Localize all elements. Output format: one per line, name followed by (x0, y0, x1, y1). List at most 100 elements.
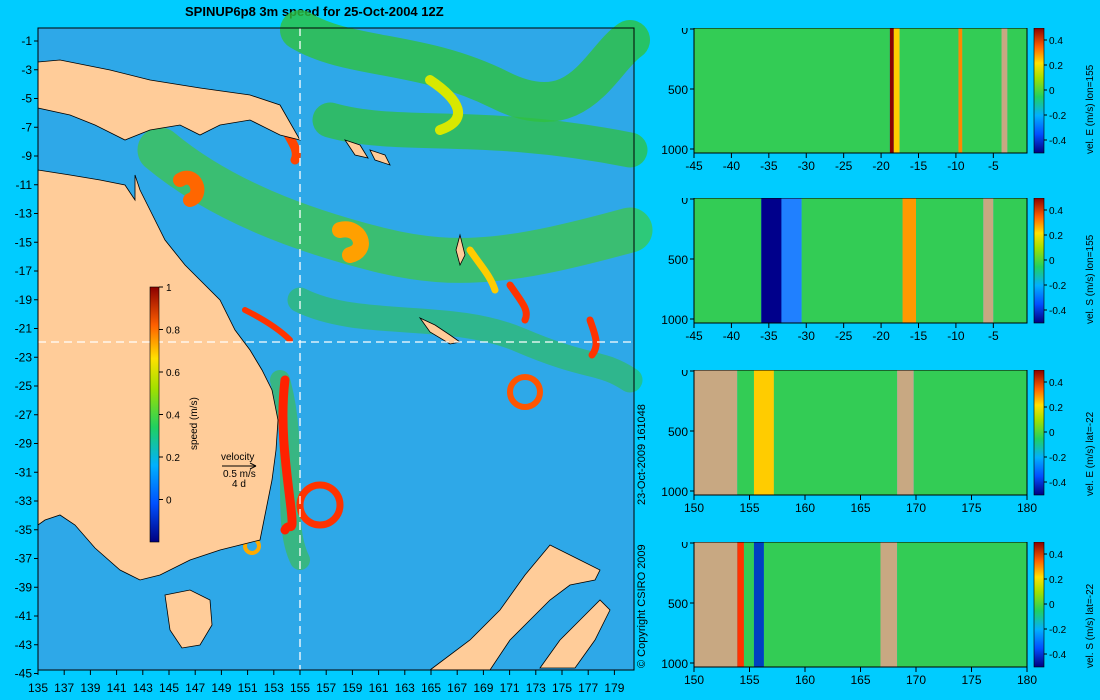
lat-tick-label: -29 (15, 437, 33, 451)
lon-tick-label: 179 (604, 681, 624, 695)
colorbar-tick-label: 0 (166, 496, 172, 507)
section-frame (693, 198, 1028, 324)
depth-tick-label: 0 (681, 198, 688, 207)
depth-tick-label: 1000 (661, 143, 688, 157)
lon-tick-label: 153 (264, 681, 284, 695)
lat-tick-label: -13 (15, 207, 33, 221)
section-cb-tick-label: -0.2 (1049, 453, 1067, 464)
eddy-marker (296, 481, 344, 529)
lon-tick-label: 165 (421, 681, 441, 695)
map-frame (37, 27, 635, 671)
section-field-band (737, 542, 744, 667)
velocity-key-duration: 4 d (232, 479, 246, 490)
section-cb-tick-label: -0.2 (1049, 111, 1067, 122)
lon-axis: 135 137 139 141 143 145 147 149 151 153 155 157 159 1… (28, 670, 625, 695)
section-label: vel. E (m/s) lat=-22 (1085, 411, 1096, 496)
lon-tick-label: 137 (54, 681, 74, 695)
section-label: vel. E (m/s) lon=155 (1085, 64, 1096, 154)
timestamp-note: 23-Oct-2009 161048 (636, 404, 648, 505)
section-frame (693, 28, 1028, 154)
section-field-band (889, 28, 894, 153)
depth-tick-label: 1000 (661, 657, 688, 671)
colorbar-tick-label: 1 (166, 283, 172, 294)
section-field-band (893, 28, 900, 153)
lat-tick-label: -5 (21, 92, 32, 106)
x-tick-label: -35 (760, 159, 778, 173)
x-tick-label: 165 (850, 673, 870, 687)
x-tick-label: 160 (795, 673, 815, 687)
lon-tick-label: 163 (395, 681, 415, 695)
lon-tick-label: 151 (238, 681, 258, 695)
section-field-band (897, 542, 1027, 667)
depth-tick-label: 0 (681, 542, 688, 551)
lat-tick-label: -25 (15, 379, 33, 393)
colorbar-tick-label: 0.6 (166, 368, 180, 379)
copyright-note: © Copyright CSIRO 2009 (636, 544, 648, 668)
depth-tick-label: 1000 (661, 485, 688, 499)
x-tick-label: 150 (684, 673, 704, 687)
lat-tick-label: -37 (15, 552, 33, 566)
section-field-band (694, 28, 890, 153)
depth-tick-label: 500 (668, 253, 688, 267)
x-tick-label: -40 (723, 329, 741, 343)
lat-tick-label: -39 (15, 580, 33, 594)
depth-tick-label: 500 (668, 597, 688, 611)
x-tick-label: -45 (685, 329, 703, 343)
map-colorbar-label: speed (m/s) (189, 397, 200, 450)
map-colorbar-ticks: 1 0.8 0.6 0.4 0.2 0 (159, 283, 180, 507)
x-tick-label: -10 (947, 159, 965, 173)
speed-map: velocity 0.5 m/s 4 d 1 0.8 0.6 0.4 0.2 0 spee… (15, 10, 653, 695)
section-cb-tick-label: 0.4 (1049, 36, 1063, 47)
x-tick-label: 180 (1017, 673, 1037, 687)
colorbar-tick-label: 0.4 (166, 411, 180, 422)
section-field-band (801, 198, 903, 323)
lat-tick-label: -41 (15, 609, 33, 623)
x-tick-label: 175 (961, 501, 981, 515)
section-colorbar (1033, 198, 1045, 324)
x-tick-label: -20 (872, 329, 890, 343)
lat-tick-label: -35 (15, 523, 33, 537)
section-colorbar (1033, 28, 1045, 154)
lon-tick-label: 139 (80, 681, 100, 695)
section-field-band (983, 198, 994, 323)
section-panel: 0 500 1000 -45 -40 -35 -30 -25 -20 -15 -10 -5 0.4 0.2… (650, 198, 1100, 353)
lon-tick-label: 145 (159, 681, 179, 695)
section-label: vel. S (m/s) lon=155 (1085, 234, 1096, 324)
lon-tick-label: 143 (133, 681, 153, 695)
page-title: SPINUP6p8 3m speed for 25-Oct-2004 12Z (185, 4, 444, 19)
lon-tick-label: 175 (552, 681, 572, 695)
x-tick-label: -45 (685, 159, 703, 173)
lon-tick-label: 171 (500, 681, 520, 695)
lat-tick-label: -3 (21, 63, 32, 77)
x-tick-label: -40 (723, 159, 741, 173)
section-cb-tick-label: 0.4 (1049, 206, 1063, 217)
section-field-band (753, 542, 764, 667)
section-panel: 0 500 1000 150 155 160 165 170 175 180 0.4 0.2 0 -0.2… (650, 542, 1100, 697)
lon-tick-label: 155 (290, 681, 310, 695)
x-tick-label: 175 (961, 673, 981, 687)
lat-axis: -1 -3 -5 -7 -9 -11 -13 -15 -17 -19 -21 -23 -25 -27 -29… (15, 34, 38, 681)
x-tick-label: -20 (872, 159, 890, 173)
lon-tick-label: 167 (447, 681, 467, 695)
section-cb-tick-label: 0.4 (1049, 378, 1063, 389)
section-plot: 0 500 1000 150 155 160 165 170 175 180 0.4 0.2 0 -0.2… (661, 542, 1096, 687)
lon-tick-label: 135 (28, 681, 48, 695)
x-tick-label: -30 (798, 329, 816, 343)
section-cb-tick-label: 0.2 (1049, 575, 1063, 586)
lat-tick-label: -21 (15, 322, 33, 336)
section-field-band (897, 370, 914, 495)
section-cb-tick-label: 0.2 (1049, 231, 1063, 242)
section-field-band (773, 370, 898, 495)
lat-tick-label: -11 (16, 178, 33, 192)
x-tick-label: -5 (988, 159, 999, 173)
lon-tick-label: 149 (211, 681, 231, 695)
x-tick-label: 155 (739, 501, 759, 515)
section-cb-tick-label: 0 (1049, 86, 1055, 97)
x-tick-label: -35 (760, 329, 778, 343)
x-tick-label: 155 (739, 673, 759, 687)
x-tick-label: -25 (835, 329, 853, 343)
section-cb-tick-label: -0.4 (1049, 136, 1067, 147)
section-field-band (993, 198, 1027, 323)
section-label: vel. S (m/s) lat=-22 (1085, 583, 1096, 668)
section-field-band (753, 370, 774, 495)
